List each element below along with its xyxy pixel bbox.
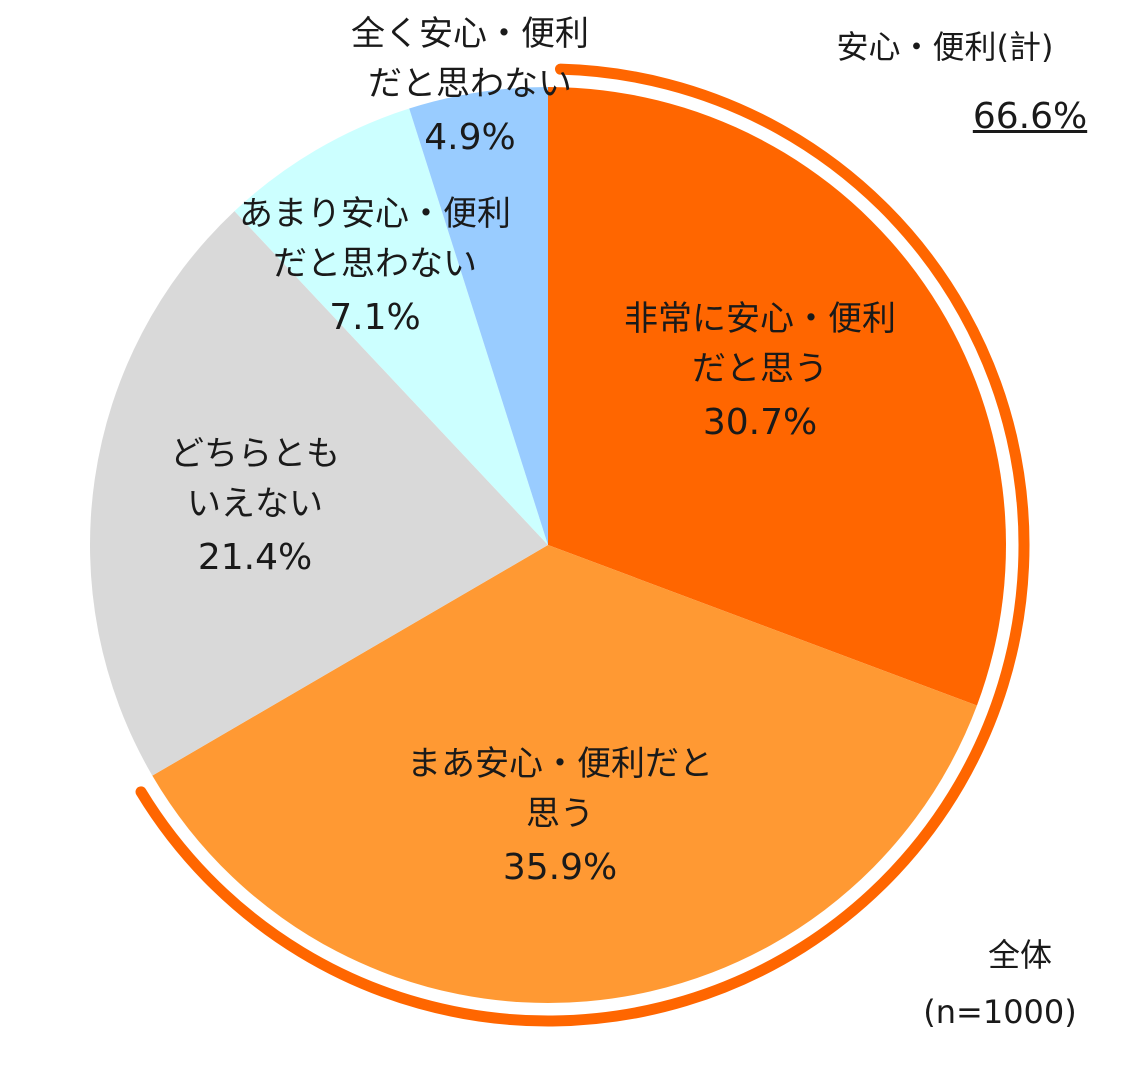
safe-convenient-total-arc [135, 63, 1030, 1027]
base-count: (n=1000) [923, 993, 1077, 1031]
slice-value-very-safe-convenient: 30.7% [703, 402, 817, 443]
safe-convenient-total-label: 安心・便利(計) [836, 28, 1054, 66]
slice-label-not-very-safe-convenient: あまり安心・便利だと思わない 7.1% [239, 194, 511, 338]
pie-slice-somewhat-safe-convenient [152, 545, 977, 1003]
pie-slices [89, 87, 1006, 1003]
slice-value-not-at-all-safe-convenient: 4.9% [424, 117, 515, 158]
slice-label-somewhat-safe-convenient: まあ安心・便利だと思う 35.9% [407, 744, 713, 888]
slice-value-somewhat-safe-convenient: 35.9% [503, 847, 617, 888]
pie-slice-not-very-safe-convenient [234, 108, 549, 545]
pie-slice-neutral [89, 211, 549, 776]
base-label: 全体 [987, 936, 1052, 974]
safe-convenient-total-value: 66.6% [972, 96, 1088, 137]
slice-labels: 非常に安心・便利だと思う 30.7% まあ安心・便利だと思う 35.9% どちらともいえ… [170, 14, 896, 888]
pie-slice-very-safe-convenient [548, 87, 1006, 706]
slice-value-neutral: 21.4% [198, 537, 312, 578]
pie-slice-not-at-all-safe-convenient [409, 87, 548, 545]
slice-label-not-at-all-safe-convenient: 全く安心・便利だと思わない 4.9% [351, 14, 589, 158]
slice-value-not-very-safe-convenient: 7.1% [329, 297, 420, 338]
slice-label-neutral: どちらともいえない 21.4% [170, 434, 340, 578]
slice-label-very-safe-convenient: 非常に安心・便利だと思う 30.7% [624, 299, 896, 443]
